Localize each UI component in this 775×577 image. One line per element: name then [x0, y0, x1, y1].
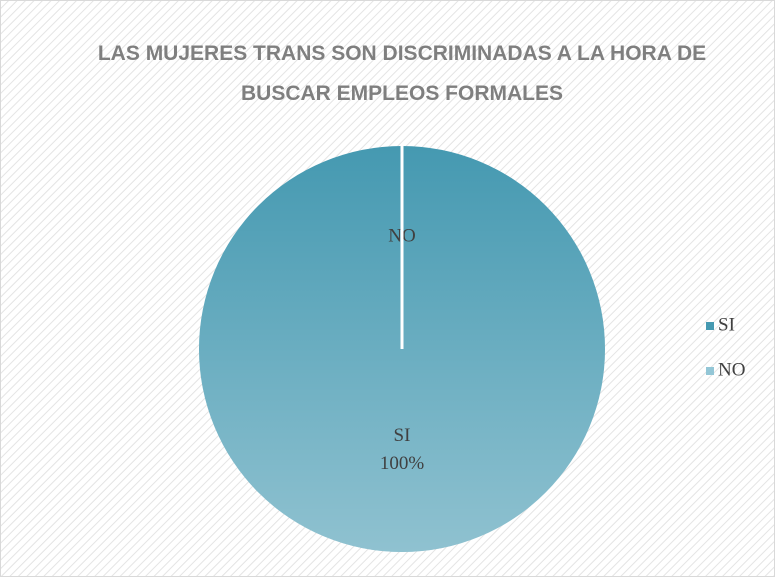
- legend-label: SI: [718, 314, 735, 335]
- legend-swatch: [706, 322, 714, 330]
- legend-swatch: [706, 367, 714, 375]
- data-label-value: 100%: [380, 453, 425, 474]
- legend-label: NO: [718, 359, 745, 380]
- data-label-category: SI: [394, 425, 411, 446]
- chart-title: LAS MUJERES TRANS SON DISCRIMINADAS A LA…: [97, 42, 707, 105]
